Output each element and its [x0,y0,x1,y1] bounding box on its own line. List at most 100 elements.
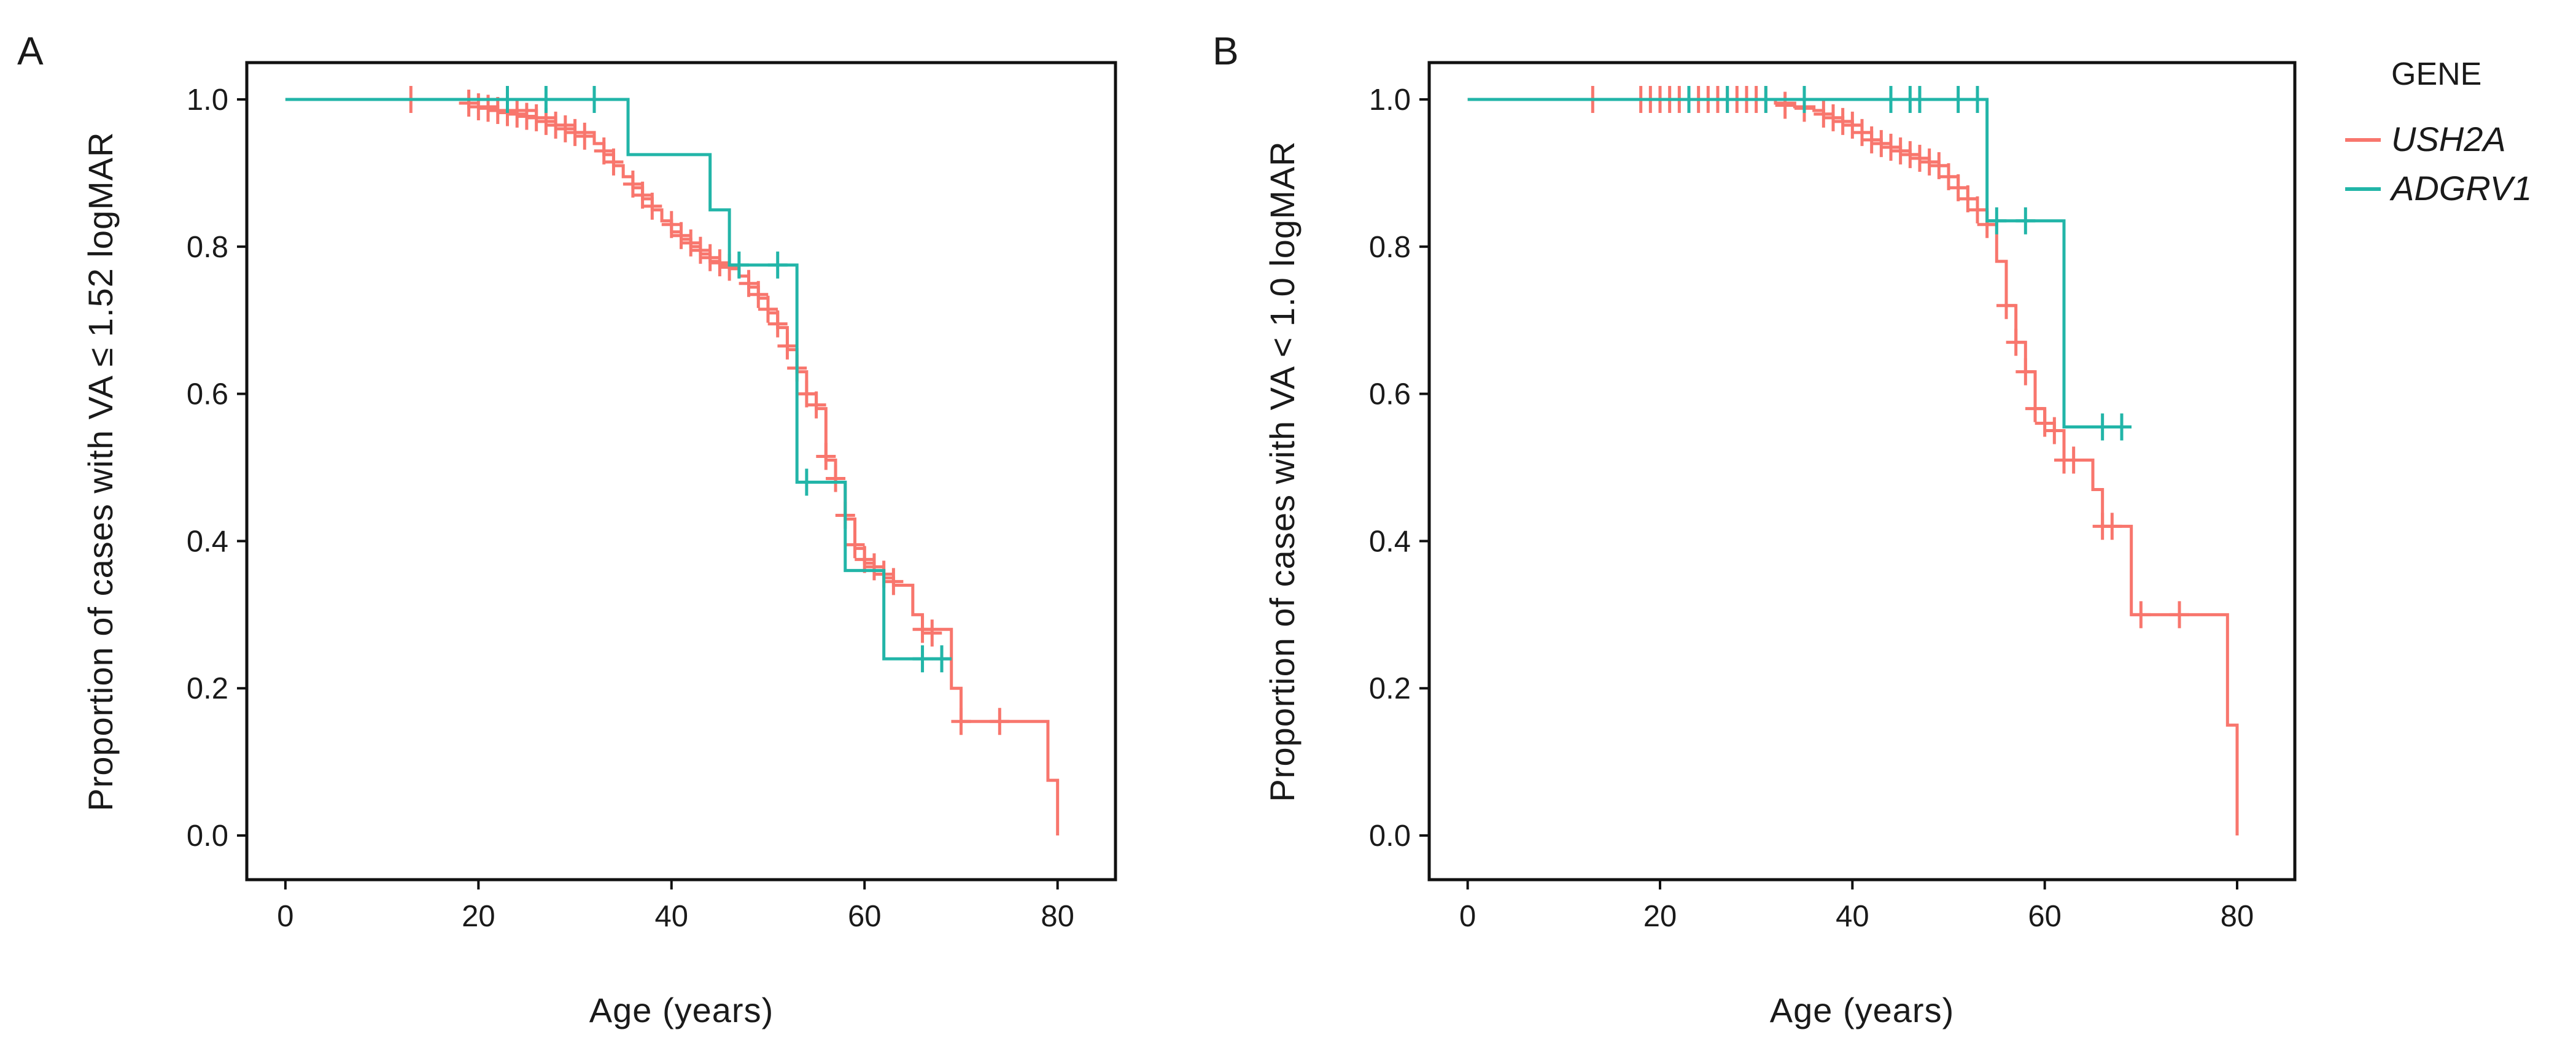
x-tick-label: 0 [1459,900,1476,933]
x-tick-label: 40 [655,900,689,933]
censor-mark-ush2a [767,310,788,338]
censor-mark-adgrv1 [536,85,556,113]
censor-mark-ush2a [816,443,836,470]
censor-mark-ush2a [1939,163,1958,190]
legend-title: GENE [2391,56,2481,92]
censor-mark-ush2a [1823,104,1843,131]
censor-mark-ush2a [1871,130,1891,157]
censor-mark-ush2a [594,137,614,165]
censor-mark-adgrv1 [1679,85,1699,113]
censor-mark-ush2a [883,568,904,595]
y-tick-label: 0.2 [187,672,228,705]
censor-mark-ush2a [526,104,546,131]
censor-mark-ush2a [2131,601,2151,629]
censor-mark-adgrv1 [2112,413,2132,441]
censor-mark-ush2a [2044,417,2065,444]
y-tick-label: 1.0 [187,83,228,117]
censor-mark-ush2a [1833,107,1853,135]
censor-mark-ush2a [642,192,662,220]
x-tick-label: 20 [1643,900,1677,933]
y-tick-label: 0.8 [1369,231,1411,264]
censor-mark-ush2a [555,115,575,142]
censor-mark-ush2a [951,708,971,735]
x-tick-label: 80 [2221,900,2254,933]
panel-b-plot-frame [1427,61,2297,882]
censor-mark-adgrv1 [497,85,518,113]
censor-mark-adgrv1 [1881,85,1901,113]
panel-a-y-axis: 0.0 0.2 0.4 0.6 0.8 1.0 [187,83,247,853]
y-tick-label: 0.4 [187,525,228,558]
censor-mark-ush2a [632,181,653,209]
censor-mark-ush2a [681,229,701,257]
censor-mark-ush2a [575,122,595,150]
censor-mark-ush2a [565,118,585,146]
censor-mark-ush2a [864,553,884,581]
censor-mark-ush2a [700,244,720,271]
y-tick-label: 0.6 [187,378,228,411]
censor-mark-ush2a [671,222,691,249]
panel-a: A 0.0 0.2 0.4 0.6 0.8 1.0 0 20 40 60 80 Proportio… [17,29,1117,1029]
censor-mark-adgrv1 [1948,85,1968,113]
censor-mark-ush2a [459,89,479,117]
censor-mark-ush2a [1775,91,1795,119]
censor-mark-ush2a [1842,111,1863,139]
x-tick-label: 60 [848,900,882,933]
km-curve-adgrv1 [1467,98,2132,429]
panel-b-y-axis-title: Proportion of cases with VA < 1.0 logMAR [1263,141,1302,802]
censor-mark-ush2a [758,295,778,323]
censor-mark-ush2a [1948,174,1968,201]
censor-mark-adgrv1 [729,251,749,279]
panel-b-series [1467,85,2239,836]
censor-mark-ush2a [1890,137,1911,165]
censor-mark-ush2a [1919,148,1939,176]
censor-mark-ush2a [2063,446,2084,474]
panel-b-x-axis: 0 20 40 60 80 [1459,880,2254,933]
censor-mark-ush2a [1814,100,1834,128]
censor-mark-ush2a [2035,409,2055,437]
panel-a-series [285,85,1060,836]
censor-mark-ush2a [546,111,566,139]
y-tick-label: 0.8 [187,231,228,264]
censor-mark-ush2a [1910,144,1930,172]
panel-a-label: A [17,29,44,73]
x-tick-label: 60 [2028,900,2062,933]
censor-mark-ush2a [1900,141,1920,168]
censor-mark-adgrv1 [1756,85,1776,113]
y-tick-label: 0.2 [1369,672,1411,705]
censor-mark-ush2a [2025,395,2045,422]
panel-b-y-axis: 0.0 0.2 0.4 0.6 0.8 1.0 [1369,83,1429,853]
censor-mark-adgrv1 [1910,85,1930,113]
panel-b: B 0.0 0.2 0.4 0.6 0.8 1.0 0 20 40 60 80 Proportio… [1212,29,2297,1029]
censor-mark-ush2a [710,249,730,277]
panel-a-y-axis-title: Proportion of cases with VA ≤ 1.52 logMA… [81,131,120,811]
km-curve-adgrv1 [285,98,952,661]
panel-b-label: B [1212,29,1239,73]
censor-mark-ush2a [1852,118,1872,146]
censor-mark-adgrv1 [1794,85,1814,113]
censor-mark-ush2a [2006,328,2026,356]
censor-mark-ush2a [690,236,710,264]
censor-mark-adgrv1 [932,645,952,673]
censor-mark-ush2a [796,380,817,408]
y-tick-label: 0.4 [1369,525,1411,558]
censor-mark-ush2a [2102,513,2122,540]
panel-b-x-axis-title: Age (years) [1770,991,1954,1029]
censor-mark-ush2a [845,531,865,559]
censor-mark-ush2a [912,616,933,643]
censor-mark-ush2a [739,269,759,297]
censor-mark-ush2a [2170,601,2189,629]
censor-mark-ush2a [487,96,508,124]
censor-mark-adgrv1 [584,85,604,113]
censor-mark-ush2a [623,170,643,198]
censor-mark-adgrv1 [1717,85,1737,113]
km-curve-ush2a [1467,98,2239,836]
censor-mark-ush2a [1968,196,1987,223]
censor-mark-ush2a [661,211,681,238]
censor-mark-adgrv1 [2015,207,2036,234]
censor-mark-ush2a [2015,358,2036,386]
panel-a-x-axis-title: Age (years) [589,991,774,1029]
censor-mark-adgrv1 [912,645,933,673]
km-curve-ush2a [285,98,1060,836]
legend-label-adgrv1: ADGRV1 [2389,169,2532,207]
